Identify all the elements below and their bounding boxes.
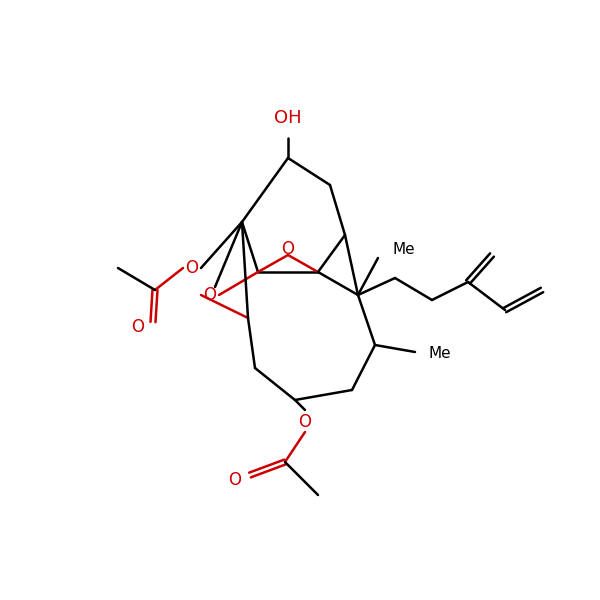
Text: O: O (185, 259, 199, 277)
Text: O: O (299, 413, 311, 431)
Text: O: O (229, 471, 241, 489)
Text: OH: OH (274, 109, 302, 127)
Text: Me: Me (429, 346, 452, 361)
Text: O: O (203, 286, 217, 304)
Text: Me: Me (392, 242, 415, 257)
Text: O: O (131, 318, 145, 336)
Text: O: O (281, 240, 295, 258)
